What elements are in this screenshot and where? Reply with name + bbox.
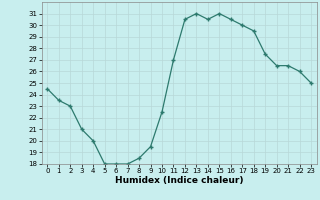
X-axis label: Humidex (Indice chaleur): Humidex (Indice chaleur)	[115, 176, 244, 185]
